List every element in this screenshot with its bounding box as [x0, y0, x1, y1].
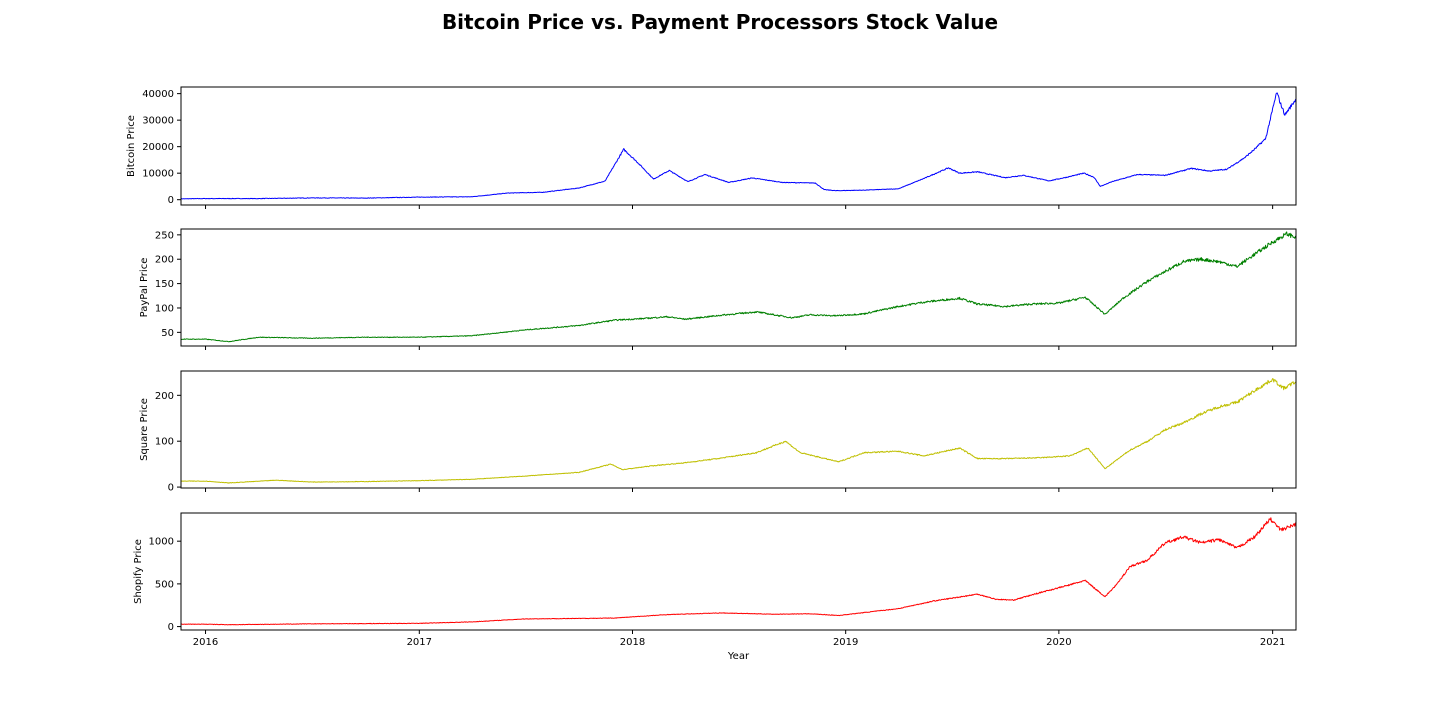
x-tick-label-4: 2020: [1046, 637, 1071, 648]
y-axis-label-0: Bitcoin Price: [126, 115, 137, 177]
series-line-3: [180, 517, 1297, 626]
y-tick-label-0-0: 0: [168, 195, 174, 206]
y-axis-label-1: PayPal Price: [139, 258, 150, 318]
x-tick-label-2: 2018: [620, 637, 645, 648]
y-tick-label-3-0: 0: [168, 622, 174, 633]
y-tick-label-2-1: 100: [155, 437, 174, 448]
y-axis-label-2: Square Price: [139, 398, 150, 461]
y-axis-label-3: Shopify Price: [133, 539, 144, 604]
y-tick-label-3-1: 500: [155, 579, 174, 590]
y-tick-label-0-4: 40000: [142, 89, 174, 100]
series-line-0: [180, 92, 1297, 200]
y-tick-label-3-2: 1000: [149, 537, 174, 548]
y-tick-label-1-3: 200: [155, 255, 174, 266]
x-tick-label-1: 2017: [407, 637, 432, 648]
y-tick-label-1-4: 250: [155, 230, 174, 241]
axes-frame-1: [180, 228, 1297, 347]
x-axis-label: Year: [727, 651, 750, 662]
x-tick-label-3: 2019: [833, 637, 858, 648]
axes-frame-2: [180, 370, 1297, 489]
series-line-1: [180, 231, 1297, 343]
y-tick-label-1-2: 150: [155, 279, 174, 290]
axes-frame-0: [180, 86, 1297, 206]
axes-frame-3: [180, 512, 1297, 631]
y-tick-label-1-0: 50: [161, 328, 174, 339]
x-tick-label-0: 2016: [193, 637, 218, 648]
y-tick-label-0-3: 30000: [142, 116, 174, 127]
y-tick-label-2-0: 0: [168, 483, 174, 494]
x-tick-label-5: 2021: [1260, 637, 1285, 648]
y-tick-label-0-1: 10000: [142, 169, 174, 180]
chart-title: Bitcoin Price vs. Payment Processors Sto…: [441, 10, 999, 34]
y-tick-label-0-2: 20000: [142, 142, 174, 153]
y-tick-label-1-1: 100: [155, 303, 174, 314]
y-tick-label-2-2: 200: [155, 391, 174, 402]
series-line-2: [180, 378, 1297, 484]
